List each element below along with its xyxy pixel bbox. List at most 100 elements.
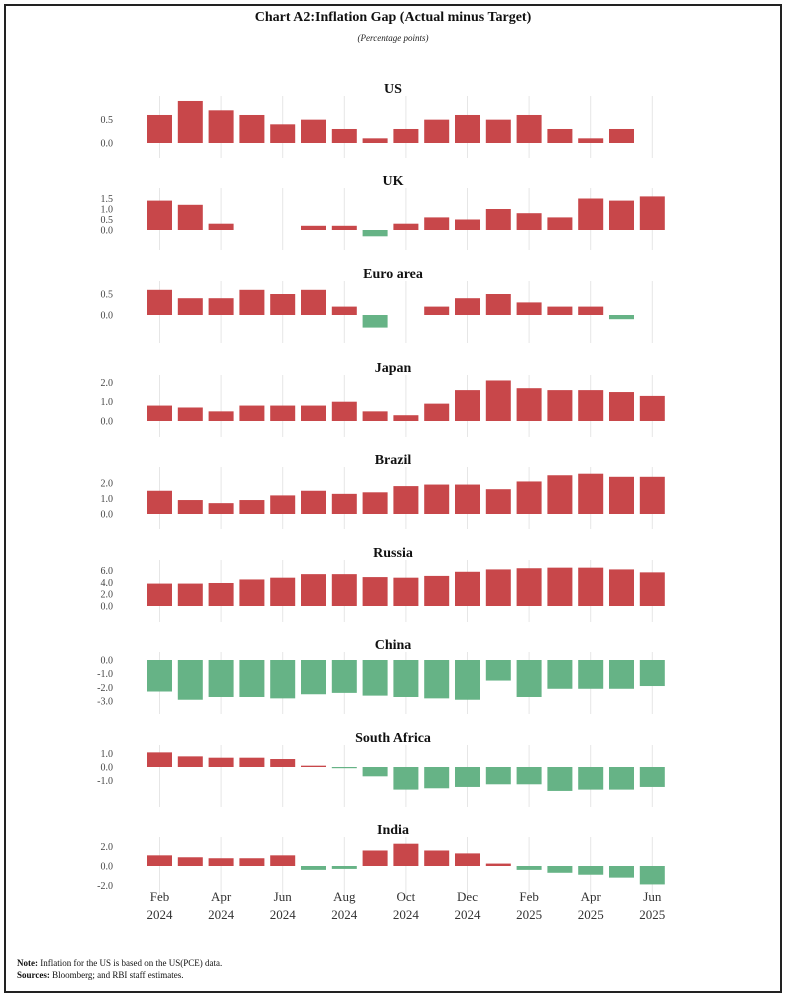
bar-russia-mar-2025 xyxy=(547,567,573,606)
y-tick-label: 6.0 xyxy=(101,566,114,577)
x-tick-month: Oct xyxy=(397,889,416,904)
y-tick-label: 0.0 xyxy=(101,862,114,873)
panel-title: Russia xyxy=(373,546,413,561)
y-tick-label: 0.0 xyxy=(101,139,114,150)
bar-south-africa-oct-2024 xyxy=(393,767,419,790)
bar-uk-nov-2024 xyxy=(424,217,450,230)
bar-russia-nov-2024 xyxy=(424,575,450,606)
bar-russia-sep-2024 xyxy=(362,577,388,606)
bar-euro-area-mar-2025 xyxy=(547,306,573,315)
bar-india-jul-2024 xyxy=(301,866,326,870)
bar-china-apr-2024 xyxy=(208,660,234,697)
sources: Sources: Bloomberg; and RBI staff estima… xyxy=(17,970,184,980)
bar-south-africa-may-2024 xyxy=(239,757,265,767)
bar-russia-dec-2024 xyxy=(455,571,480,606)
x-tick-year: 2024 xyxy=(270,907,297,922)
panel-title: US xyxy=(384,82,402,97)
bar-uk-jun-2025 xyxy=(639,196,665,230)
bar-us-sep-2024 xyxy=(362,138,388,143)
bar-us-apr-2024 xyxy=(208,110,234,143)
bar-uk-apr-2025 xyxy=(578,198,604,230)
bar-japan-jun-2024 xyxy=(270,405,296,421)
bar-south-africa-nov-2024 xyxy=(424,767,450,789)
bar-south-africa-jun-2024 xyxy=(270,759,296,767)
bar-south-africa-jan-2025 xyxy=(485,767,511,785)
bar-us-apr-2025 xyxy=(578,138,604,143)
bar-russia-apr-2025 xyxy=(578,567,604,606)
x-tick-month: Feb xyxy=(150,889,170,904)
x-tick-year: 2025 xyxy=(516,907,542,922)
panel-title: UK xyxy=(383,174,404,189)
bar-us-feb-2025 xyxy=(516,114,542,143)
bar-india-dec-2024 xyxy=(455,853,480,866)
bar-china-jan-2025 xyxy=(485,660,511,681)
bar-uk-dec-2024 xyxy=(455,219,480,230)
bar-uk-jul-2024 xyxy=(301,225,326,230)
bar-south-africa-apr-2024 xyxy=(208,757,234,767)
bar-japan-jul-2024 xyxy=(301,405,326,421)
bar-japan-may-2024 xyxy=(239,405,265,421)
bar-south-africa-jul-2024 xyxy=(301,765,326,767)
note: Note: Inflation for the US is based on t… xyxy=(17,958,222,968)
x-tick-month: Dec xyxy=(457,889,478,904)
y-tick-label: 0.0 xyxy=(101,311,114,322)
bar-india-oct-2024 xyxy=(393,843,419,866)
bar-uk-aug-2024 xyxy=(331,225,357,230)
y-tick-label: -2.0 xyxy=(97,683,113,694)
bar-china-jun-2025 xyxy=(639,660,665,687)
x-tick-year: 2024 xyxy=(331,907,358,922)
bar-brazil-jun-2025 xyxy=(639,476,665,514)
bar-euro-area-feb-2024 xyxy=(147,289,172,315)
bar-south-africa-aug-2024 xyxy=(331,767,357,769)
bar-euro-area-jul-2024 xyxy=(301,289,326,315)
bar-brazil-mar-2024 xyxy=(177,500,203,514)
x-tick-year: 2024 xyxy=(208,907,235,922)
bar-china-apr-2025 xyxy=(578,660,604,689)
bar-brazil-feb-2025 xyxy=(516,481,542,514)
bar-euro-area-may-2025 xyxy=(609,315,634,320)
bar-japan-oct-2024 xyxy=(393,415,419,421)
bar-russia-jan-2025 xyxy=(485,569,511,606)
bar-euro-area-jan-2025 xyxy=(485,294,511,315)
y-tick-label: -2.0 xyxy=(97,881,113,892)
bar-euro-area-feb-2025 xyxy=(516,302,542,315)
bar-us-may-2025 xyxy=(609,128,634,143)
bar-india-feb-2025 xyxy=(516,866,542,870)
bar-brazil-jan-2025 xyxy=(485,489,511,514)
bar-uk-apr-2024 xyxy=(208,223,234,230)
bar-china-feb-2024 xyxy=(147,660,172,692)
panel-title: India xyxy=(377,823,409,838)
bar-south-africa-jun-2025 xyxy=(639,767,665,787)
bar-euro-area-jun-2024 xyxy=(270,294,296,315)
bar-russia-mar-2024 xyxy=(177,583,203,606)
y-tick-label: 1.0 xyxy=(101,397,114,408)
bar-uk-jan-2025 xyxy=(485,209,511,230)
bar-euro-area-aug-2024 xyxy=(331,306,357,315)
bar-japan-mar-2025 xyxy=(547,390,573,421)
bar-brazil-oct-2024 xyxy=(393,486,419,514)
bar-china-mar-2025 xyxy=(547,660,573,689)
bar-uk-feb-2025 xyxy=(516,213,542,230)
bar-us-aug-2024 xyxy=(331,128,357,143)
bar-uk-feb-2024 xyxy=(147,200,172,230)
y-tick-label: 1.0 xyxy=(101,494,114,505)
bar-russia-apr-2024 xyxy=(208,582,234,606)
bar-india-jun-2024 xyxy=(270,855,296,866)
bar-brazil-mar-2025 xyxy=(547,475,573,514)
bar-us-jul-2024 xyxy=(301,119,326,143)
bar-russia-feb-2025 xyxy=(516,568,542,606)
bar-us-jan-2025 xyxy=(485,119,511,143)
sources-text: Bloomberg; and RBI staff estimates. xyxy=(52,970,184,980)
bar-india-aug-2024 xyxy=(331,866,357,869)
y-tick-label: 2.0 xyxy=(101,479,114,490)
y-tick-label: 0.0 xyxy=(101,602,114,613)
x-tick-year: 2025 xyxy=(578,907,604,922)
y-tick-label: -1.0 xyxy=(97,776,113,787)
bar-china-sep-2024 xyxy=(362,660,388,696)
bar-uk-mar-2025 xyxy=(547,217,573,230)
y-tick-label: 1.0 xyxy=(101,749,114,760)
bar-us-mar-2025 xyxy=(547,128,573,143)
y-tick-label: 1.0 xyxy=(101,205,114,216)
x-tick-month: Jun xyxy=(274,889,293,904)
bar-japan-sep-2024 xyxy=(362,411,388,421)
